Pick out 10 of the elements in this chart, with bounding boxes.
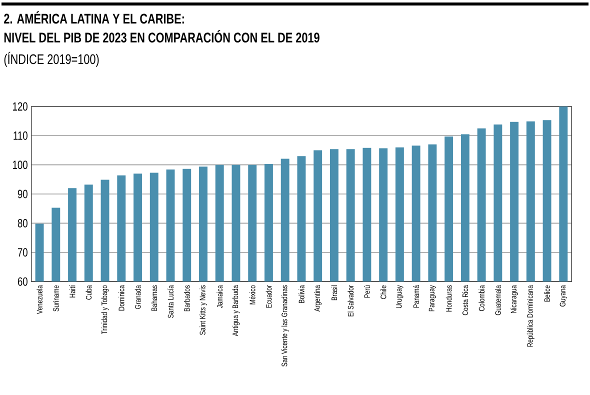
y-tick-label: 90 (18, 190, 28, 198)
y-tick-label: 110 (14, 131, 28, 140)
y-tick-label: 80 (18, 218, 28, 228)
y-tick-label: 70 (18, 248, 28, 257)
y-tick-label: 120 (13, 102, 28, 111)
y-tick-label: 60 (18, 277, 28, 286)
chart-title: 2. AMÉRICA LATINA Y EL CARIBE: (4, 11, 184, 24)
y-tick-label: 100 (13, 160, 28, 170)
y-axis-title: (ÍNDICE 2019=100) (4, 52, 99, 67)
chart-subtitle: NIVEL DEL PIB DE 2023 EN COMPARACIÓN CON EL DE 2019 (4, 30, 320, 43)
